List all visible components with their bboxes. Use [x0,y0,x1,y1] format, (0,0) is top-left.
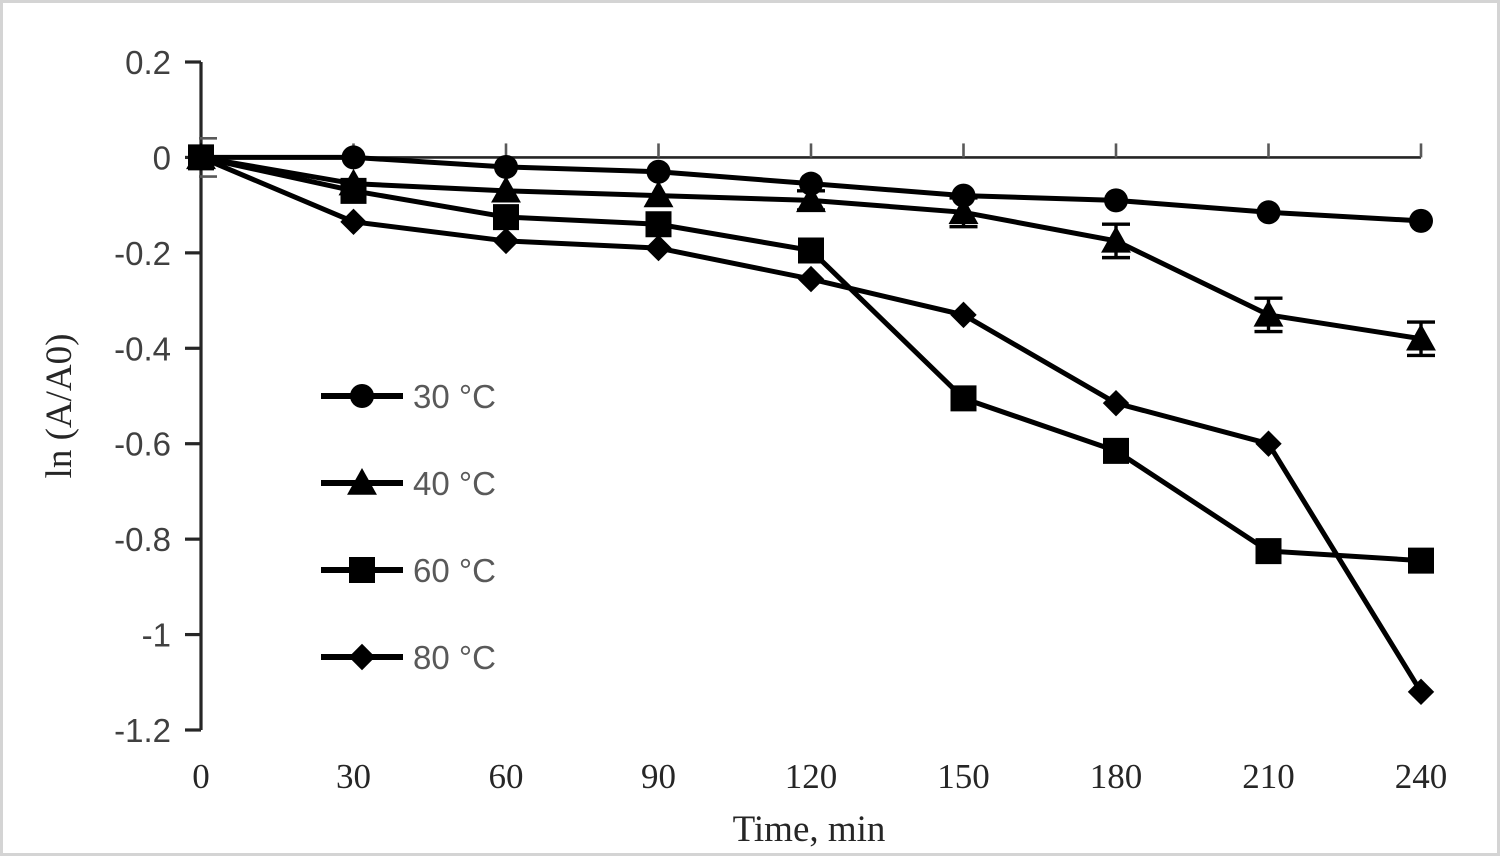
legend-marker-circle [350,384,374,408]
legend-item-30C: 30 °C [321,378,496,415]
legend-label: 40 °C [413,465,496,502]
data-point-triangle [643,180,674,208]
x-axis-tick-label: 30 [336,757,371,796]
y-axis-tick-label: 0.2 [125,44,171,81]
data-point-square [493,204,519,231]
data-point-triangle [1406,323,1436,351]
legend-marker-triangle [347,468,377,495]
legend-label: 80 °C [413,639,496,676]
x-axis-tick-label: 90 [641,757,676,796]
series-60C [188,144,1434,574]
data-point-square [1103,437,1129,464]
y-axis-tick-label: -0.8 [114,521,171,558]
legend-label: 60 °C [413,552,496,589]
data-point-triangle [491,175,521,203]
series-80C [187,144,1435,706]
y-axis-tick-label: -0.2 [114,235,171,272]
data-point-square [950,385,977,412]
data-point-square [1408,547,1434,574]
legend-label: 30 °C [413,378,496,415]
x-axis-tick-label: 240 [1395,757,1448,796]
data-point-diamond [950,301,977,329]
x-axis-tick-label: 180 [1090,757,1143,796]
data-point-diamond [1255,430,1282,457]
series-polyline [200,154,1422,564]
data-point-circle [341,145,366,170]
data-point-triangle [1253,299,1284,327]
data-point-diamond [797,265,825,293]
data-point-diamond [1407,678,1435,706]
y-axis-tick-label: -0.6 [114,426,171,463]
data-point-diamond [1102,389,1130,417]
x-axis-tick-label: 60 [489,757,524,796]
legend-marker-diamond [348,643,376,671]
data-point-square [340,177,367,204]
x-axis-tick-label: 120 [785,757,838,796]
data-point-triangle [948,197,979,224]
data-point-diamond [340,208,367,236]
data-point-circle [494,154,518,179]
data-point-square [1255,538,1282,565]
y-axis-tick-label: -1 [142,617,171,654]
legend-item-60C: 60 °C [321,552,496,589]
x-axis-tick-label: 150 [937,757,990,796]
data-point-circle [1256,200,1281,225]
y-axis-tick-label: -1.2 [114,712,171,749]
series-40C [186,142,1436,358]
x-axis-tick-label: 210 [1242,757,1295,796]
y-axis-title: ln (A/A0) [39,334,80,479]
data-point-diamond [492,227,520,255]
data-point-circle [951,183,976,208]
x-axis-title: Time, min [733,809,886,850]
y-axis-tick-label: -0.4 [114,330,171,367]
data-point-square [798,237,824,264]
line-chart: 0.2 0 -0.2 -0.4 -0.6 -0.8 -1 -1.2 0 30 60 90 120 150 1… [39,44,1448,850]
data-point-triangle [1101,225,1131,253]
legend-item-80C: 80 °C [321,639,496,676]
x-axis-tick-label: 0 [192,757,210,796]
data-point-diamond [187,144,215,171]
data-point-circle [1104,188,1128,213]
data-point-triangle [796,185,826,213]
legend-marker-square [349,557,375,583]
legend-item-40C: 40 °C [321,465,496,502]
y-axis-tick-label: 0 [153,139,171,176]
data-point-circle [646,159,671,184]
data-point-square [645,211,672,238]
data-point-circle [1409,208,1433,233]
data-point-diamond [645,234,672,262]
